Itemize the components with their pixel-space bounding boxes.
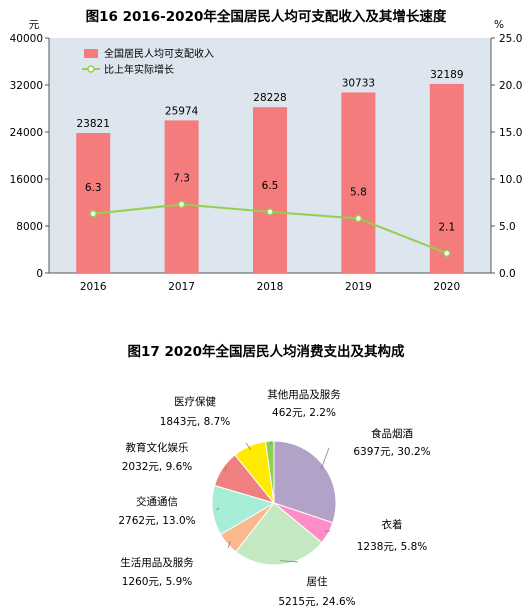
right-tick-label: 15.0 — [499, 127, 522, 139]
growth-value-label: 6.5 — [262, 180, 279, 192]
legend-label-growth: 比上年实际增长 — [104, 63, 174, 76]
bar-value-label: 23821 — [76, 118, 109, 130]
pie-slice-name: 食品烟酒 — [371, 427, 413, 440]
pie-slice-value: 1238元, 5.8% — [357, 541, 428, 553]
pie-slice-name: 交通通信 — [136, 495, 178, 508]
right-tick-label: 20.0 — [499, 80, 522, 92]
pie-slice-value: 1843元, 8.7% — [160, 416, 231, 428]
chart2-title: 图17 2020年全国居民人均消费支出及其构成 — [127, 343, 405, 360]
bar-income — [76, 133, 111, 273]
legend-label-income: 全国居民人均可支配收入 — [104, 47, 214, 60]
right-tick-label: 0.0 — [499, 268, 516, 280]
bar-income — [341, 92, 376, 273]
bar-value-label: 30733 — [342, 77, 375, 89]
x-tick-label: 2020 — [433, 281, 460, 293]
pie-slice-name: 生活用品及服务 — [120, 556, 194, 569]
left-tick-label: 40000 — [10, 33, 43, 45]
chart1-legend: 全国居民人均可支配收入 比上年实际增长 — [82, 47, 214, 76]
pie-slice-value: 6397元, 30.2% — [353, 446, 430, 458]
right-axis-unit: % — [494, 19, 504, 31]
x-tick-label: 2019 — [345, 281, 372, 293]
pie-slice-value: 1260元, 5.9% — [122, 576, 193, 588]
pie-leader-line — [280, 560, 299, 563]
pie-leader-line — [245, 442, 252, 451]
left-tick-label: 16000 — [10, 174, 43, 186]
left-tick-label: 0 — [36, 268, 43, 280]
pie-leader-line — [320, 447, 330, 470]
x-tick-label: 2017 — [168, 281, 195, 293]
left-tick-label: 24000 — [10, 127, 43, 139]
pie-leader-line — [269, 440, 273, 446]
growth-point — [177, 200, 186, 209]
pie-slice-value: 5215元, 24.6% — [278, 596, 355, 608]
left-tick-label: 8000 — [16, 221, 43, 233]
legend-swatch-marker — [87, 65, 95, 73]
bar-income — [253, 107, 287, 274]
pie-slice-name: 其他用品及服务 — [267, 388, 341, 401]
growth-value-label: 7.3 — [173, 172, 190, 184]
bar-value-label: 32189 — [430, 69, 463, 81]
bar-income — [164, 120, 199, 274]
pie-slice — [264, 440, 275, 504]
pie-slice-value: 462元, 2.2% — [272, 407, 336, 419]
growth-value-label: 6.3 — [85, 182, 102, 194]
pie-leader-line — [227, 541, 231, 549]
pie-slice-name: 居住 — [307, 575, 328, 588]
pie-slice — [273, 440, 337, 524]
bar-value-label: 28228 — [253, 92, 286, 104]
right-tick-label: 25.0 — [499, 33, 522, 45]
right-tick-label: 5.0 — [499, 221, 516, 233]
pie-leader-line — [216, 507, 220, 511]
pie-slice-name: 教育文化娱乐 — [126, 441, 189, 454]
growth-value-label: 2.1 — [438, 221, 455, 233]
pie-slice-value: 2762元, 13.0% — [118, 515, 195, 527]
growth-point — [443, 249, 451, 258]
growth-point — [89, 210, 97, 218]
bar-value-label: 25974 — [165, 105, 199, 117]
growth-value-label: 5.8 — [350, 186, 367, 198]
pie-slice-value: 2032元, 9.6% — [122, 461, 193, 473]
legend-swatch-bar — [84, 49, 98, 58]
left-axis-unit: 元 — [29, 19, 40, 31]
right-tick-label: 10.0 — [499, 174, 522, 186]
bar-income — [429, 83, 464, 274]
pie-slice — [235, 502, 323, 566]
left-tick-label: 32000 — [10, 80, 43, 92]
x-tick-label: 2018 — [257, 281, 284, 293]
pie-slice-name: 衣着 — [382, 518, 403, 531]
growth-point — [354, 214, 363, 223]
growth-point — [266, 208, 274, 216]
pie-slice-name: 医疗保健 — [174, 395, 216, 408]
x-tick-label: 2016 — [80, 281, 107, 293]
chart1-title: 图16 2016-2020年全国居民人均可支配收入及其增长速度 — [86, 8, 447, 25]
